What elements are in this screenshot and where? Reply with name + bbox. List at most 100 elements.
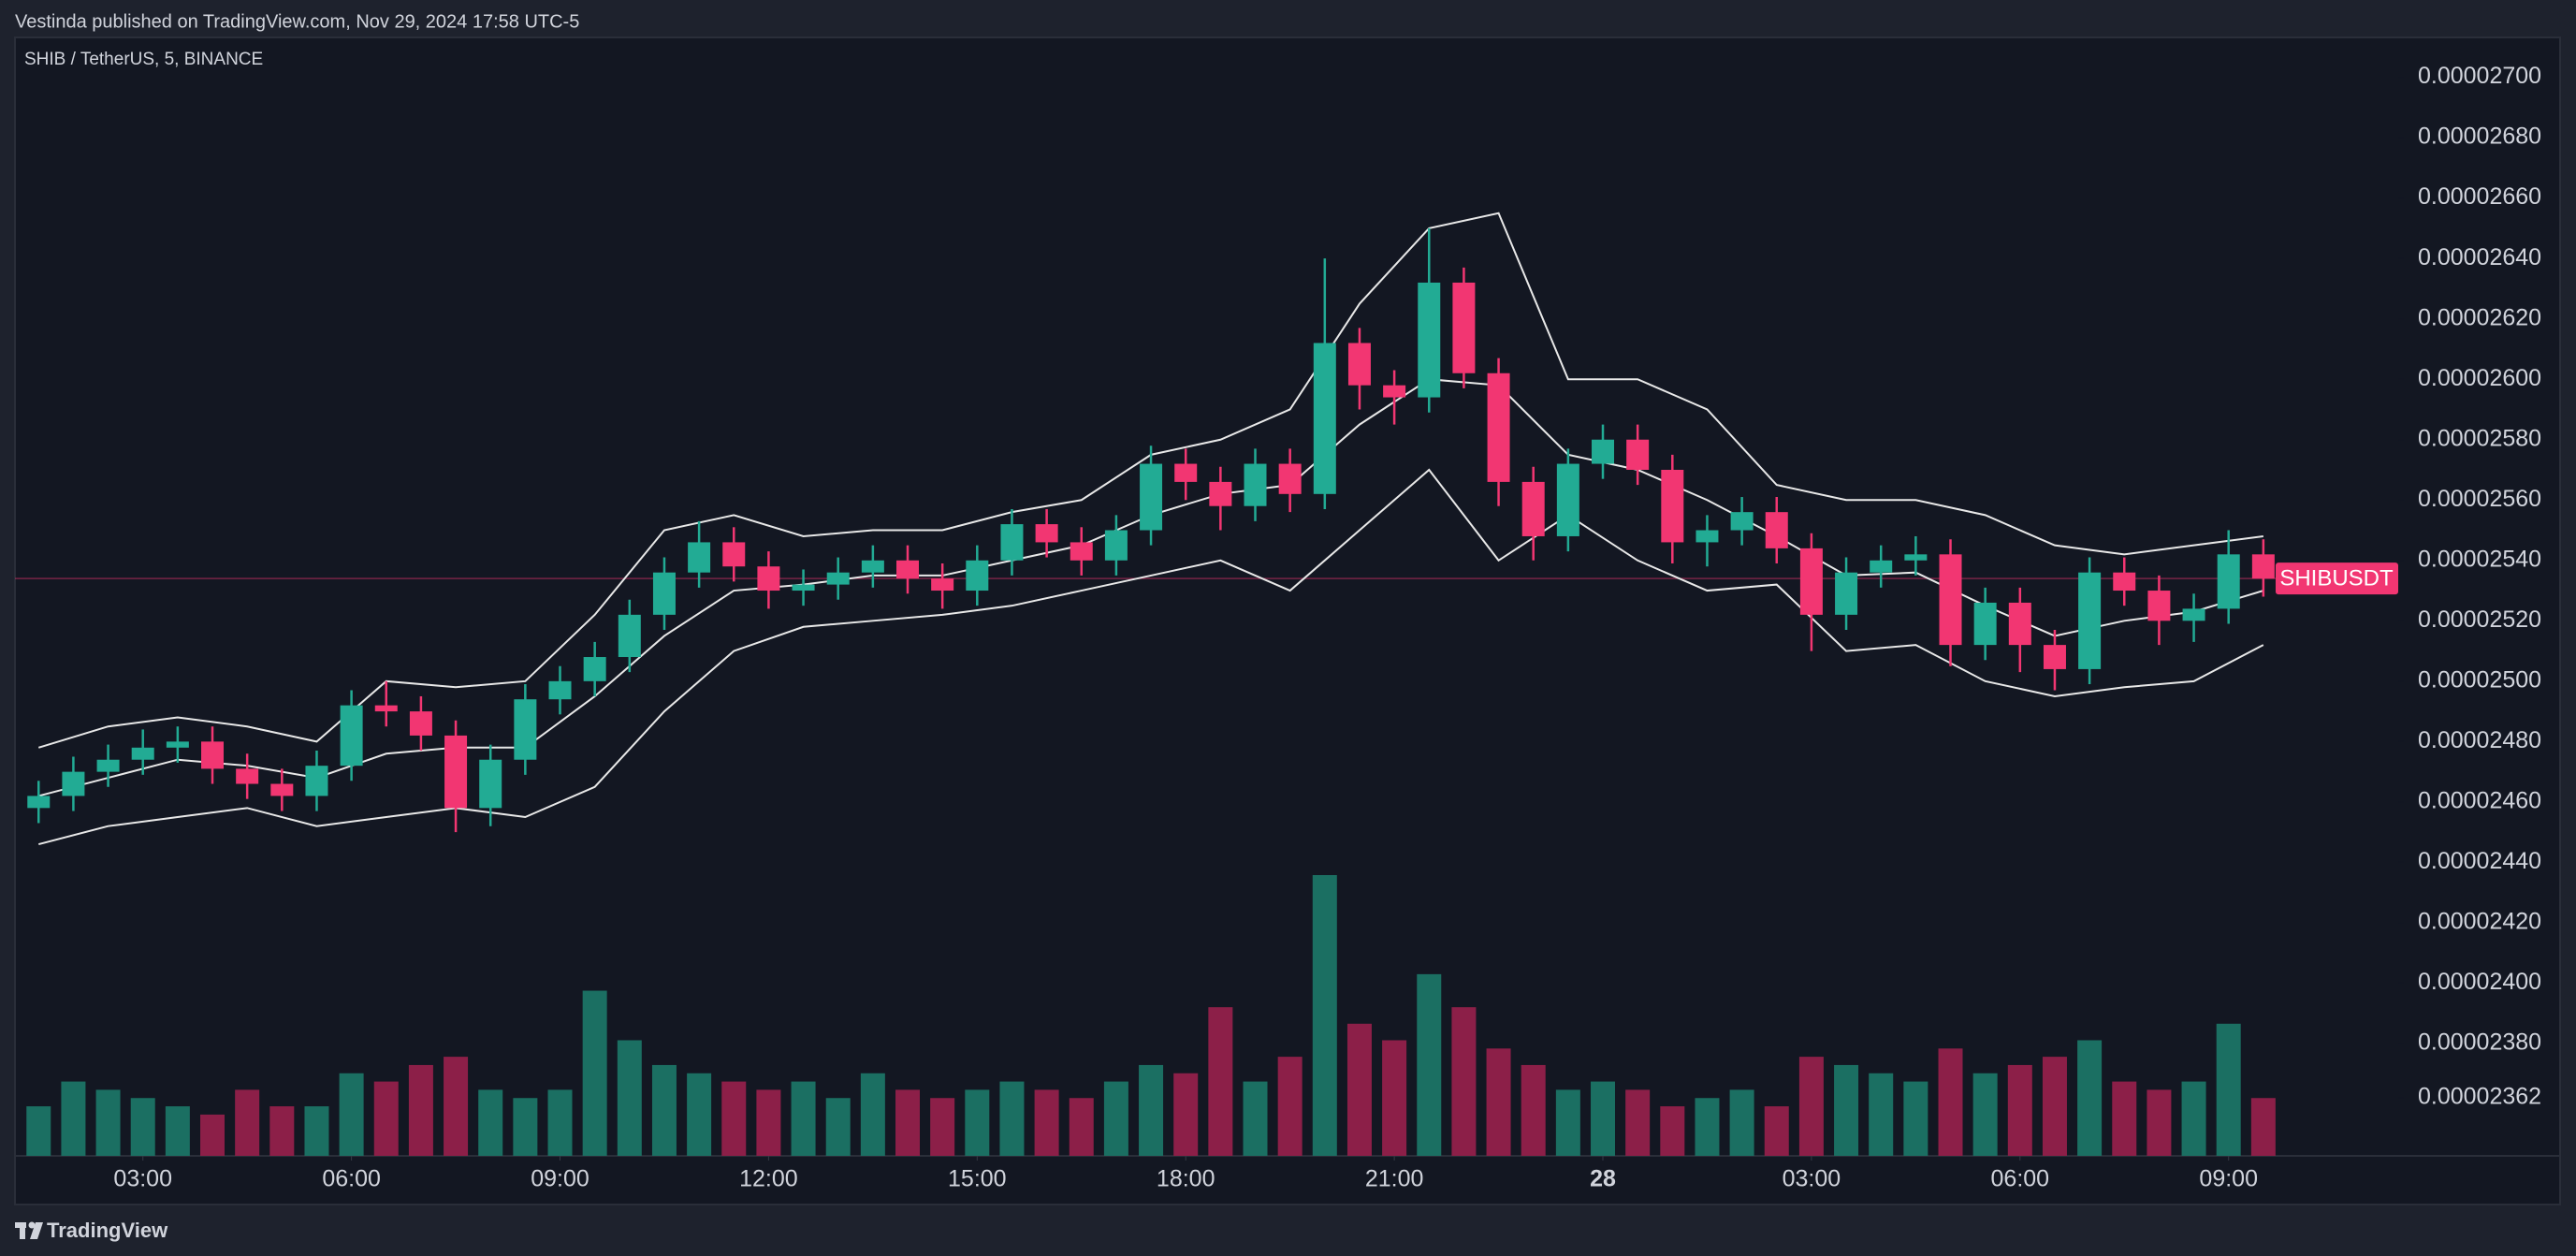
volume-bar	[1243, 1081, 1268, 1156]
candle-body	[792, 584, 815, 591]
volume-bar	[1382, 1040, 1407, 1156]
candle-body	[2008, 602, 2031, 646]
volume-bar	[1069, 1098, 1094, 1156]
candle-body	[340, 705, 363, 767]
x-tick-label: 15:00	[948, 1166, 1007, 1192]
logo	[15, 1221, 43, 1239]
candle-body	[1521, 481, 1545, 536]
volume-bar	[26, 1106, 51, 1156]
candle-body	[2217, 554, 2240, 609]
volume-bar	[582, 990, 607, 1156]
candle-body	[1383, 385, 1406, 398]
candle-body	[2043, 645, 2066, 669]
y-tick-label: 0.00002600	[2418, 365, 2541, 391]
volume-bar	[1417, 973, 1442, 1156]
volume-bar	[1972, 1073, 1998, 1156]
candle-body	[896, 560, 920, 579]
volume-bar	[1869, 1073, 1894, 1156]
x-tick-label: 06:00	[1991, 1166, 2050, 1192]
candle-body	[201, 741, 225, 769]
x-tick-label: 06:00	[322, 1166, 381, 1192]
candle-body	[826, 572, 850, 585]
candle-body	[1070, 542, 1093, 561]
volume-bar	[1486, 1048, 1511, 1156]
volume-bar	[1208, 1007, 1233, 1156]
candle-body	[27, 796, 51, 809]
volume-bar	[1034, 1089, 1059, 1156]
volume-bar	[95, 1089, 121, 1156]
candle-body	[270, 783, 294, 796]
bollinger-lower	[38, 468, 2264, 846]
volume-bar	[721, 1081, 747, 1156]
candle-body	[722, 542, 746, 567]
x-tick-label: 28	[1590, 1166, 1616, 1192]
x-tick-label: 18:00	[1157, 1166, 1215, 1192]
last-price-label: SHIBUSDT	[2279, 565, 2394, 591]
volume-bar	[1103, 1081, 1128, 1156]
candle-body	[1209, 481, 1232, 506]
volume-bar	[1834, 1064, 1859, 1156]
candle-body	[618, 614, 641, 658]
volume-bar	[1139, 1064, 1164, 1156]
volume-bar	[130, 1098, 155, 1156]
candle-body	[861, 560, 884, 573]
candle-body	[1556, 463, 1579, 536]
volume-bar	[687, 1073, 712, 1156]
y-tick-label: 0.00002660	[2418, 183, 2541, 210]
y-tick-label: 0.00002580	[2418, 425, 2541, 451]
candle-body	[966, 560, 989, 591]
candle-body	[409, 711, 432, 736]
volume-bar	[1451, 1007, 1477, 1156]
volume-bar	[200, 1114, 226, 1156]
candle-body	[1799, 548, 1823, 615]
candle-body	[1626, 439, 1650, 470]
volume-bar	[1625, 1089, 1651, 1156]
candle-body	[2182, 608, 2205, 621]
candle-body	[2251, 554, 2275, 579]
candle-body	[2078, 572, 2102, 669]
candle-body	[1140, 463, 1163, 531]
volume-bar	[547, 1089, 573, 1156]
volume-bar	[304, 1106, 329, 1156]
y-tick-label: 0.00002640	[2418, 244, 2541, 270]
volume-bar	[1903, 1081, 1928, 1156]
volume-bar	[617, 1040, 642, 1156]
volume-bar	[2112, 1081, 2137, 1156]
volume-bar	[2007, 1064, 2032, 1156]
logo-part	[20, 1222, 25, 1239]
volume-bar	[444, 1057, 469, 1156]
volume-bar	[860, 1073, 885, 1156]
volume-bar	[1346, 1023, 1372, 1156]
volume-bar	[1660, 1106, 1685, 1156]
candle-body	[166, 741, 189, 748]
volume-bar	[999, 1081, 1025, 1156]
candle-body	[1973, 602, 1997, 646]
volume-bar	[478, 1089, 503, 1156]
candle-body	[514, 699, 537, 760]
candle-body	[1174, 463, 1198, 482]
volume-bar	[1729, 1089, 1754, 1156]
volume-bar	[2077, 1040, 2103, 1156]
volume-bar	[2147, 1089, 2172, 1156]
candle-body	[1939, 554, 1962, 646]
volume-bar	[1938, 1048, 1963, 1156]
volume-bar	[756, 1089, 781, 1156]
candle-body	[444, 735, 468, 809]
candle-body	[374, 705, 398, 712]
candle-body	[1347, 343, 1371, 386]
y-tick-label: 0.00002380	[2418, 1030, 2541, 1056]
candle-body	[1313, 343, 1336, 494]
candle-body	[931, 578, 954, 591]
y-tick-label: 0.00002400	[2418, 969, 2541, 995]
candle-body	[548, 680, 572, 700]
volume-bar	[1521, 1064, 1546, 1156]
candle-body	[1592, 439, 1615, 464]
logo-part	[30, 1222, 43, 1239]
candle-body	[652, 572, 676, 615]
volume-bar	[930, 1098, 955, 1156]
x-tick-label: 09:00	[2199, 1166, 2258, 1192]
y-tick-label: 0.00002520	[2418, 606, 2541, 633]
candle-body	[1418, 282, 1441, 398]
candle-body	[1452, 282, 1476, 373]
